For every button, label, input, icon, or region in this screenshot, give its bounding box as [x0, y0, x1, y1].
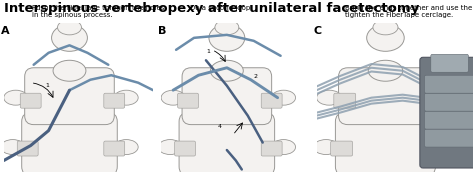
- FancyBboxPatch shape: [421, 141, 443, 156]
- Text: A: A: [1, 26, 9, 36]
- Text: 2: 2: [254, 74, 258, 79]
- FancyBboxPatch shape: [17, 141, 38, 156]
- Text: 1: 1: [46, 83, 49, 88]
- Ellipse shape: [114, 140, 138, 155]
- Ellipse shape: [432, 90, 457, 105]
- FancyBboxPatch shape: [425, 93, 474, 111]
- Ellipse shape: [272, 90, 296, 105]
- Ellipse shape: [158, 140, 182, 155]
- FancyBboxPatch shape: [104, 93, 125, 108]
- Ellipse shape: [272, 140, 296, 155]
- FancyBboxPatch shape: [25, 68, 114, 125]
- FancyBboxPatch shape: [334, 93, 356, 108]
- FancyBboxPatch shape: [425, 111, 474, 129]
- Ellipse shape: [368, 60, 403, 81]
- FancyBboxPatch shape: [331, 141, 353, 156]
- Text: 4: 4: [218, 124, 222, 129]
- Text: B: B: [158, 26, 166, 36]
- Ellipse shape: [432, 140, 457, 155]
- Text: Bring the ends together and use the tensioner to
tighten the FiberTape cerclage.: Bring the ends together and use the tens…: [345, 5, 474, 18]
- FancyBboxPatch shape: [179, 113, 274, 175]
- FancyBboxPatch shape: [425, 129, 474, 147]
- FancyBboxPatch shape: [421, 93, 443, 108]
- FancyBboxPatch shape: [420, 57, 474, 168]
- Ellipse shape: [114, 90, 138, 105]
- Ellipse shape: [57, 20, 82, 35]
- FancyBboxPatch shape: [22, 113, 117, 175]
- FancyBboxPatch shape: [182, 68, 272, 125]
- Ellipse shape: [52, 24, 87, 51]
- FancyBboxPatch shape: [104, 141, 125, 156]
- Text: Interspinous vertebropexy after unilateral facetectomy: Interspinous vertebropexy after unilater…: [4, 2, 419, 15]
- FancyBboxPatch shape: [178, 93, 199, 108]
- Ellipse shape: [1, 140, 25, 155]
- Text: 1: 1: [206, 49, 210, 54]
- FancyBboxPatch shape: [340, 72, 428, 123]
- Ellipse shape: [215, 20, 239, 35]
- Ellipse shape: [317, 90, 342, 105]
- FancyBboxPatch shape: [181, 117, 270, 174]
- FancyBboxPatch shape: [261, 141, 282, 156]
- Ellipse shape: [210, 60, 243, 81]
- Ellipse shape: [313, 140, 338, 155]
- Ellipse shape: [367, 24, 404, 51]
- FancyBboxPatch shape: [337, 117, 431, 174]
- FancyBboxPatch shape: [23, 117, 113, 174]
- Ellipse shape: [4, 90, 27, 105]
- Text: Do a second loop.: Do a second loop.: [190, 5, 252, 11]
- Ellipse shape: [161, 90, 185, 105]
- Ellipse shape: [209, 24, 245, 51]
- Ellipse shape: [373, 20, 398, 35]
- Text: C: C: [313, 26, 322, 36]
- FancyBboxPatch shape: [336, 113, 436, 175]
- FancyBboxPatch shape: [425, 75, 474, 93]
- FancyBboxPatch shape: [26, 72, 110, 123]
- FancyBboxPatch shape: [338, 68, 432, 125]
- FancyBboxPatch shape: [183, 72, 267, 123]
- Ellipse shape: [53, 60, 86, 81]
- FancyBboxPatch shape: [174, 141, 195, 156]
- FancyBboxPatch shape: [431, 54, 468, 72]
- FancyBboxPatch shape: [261, 93, 282, 108]
- Text: Push  the FiberTape through the holes
in the spinous process.: Push the FiberTape through the holes in …: [32, 5, 164, 18]
- FancyBboxPatch shape: [20, 93, 41, 108]
